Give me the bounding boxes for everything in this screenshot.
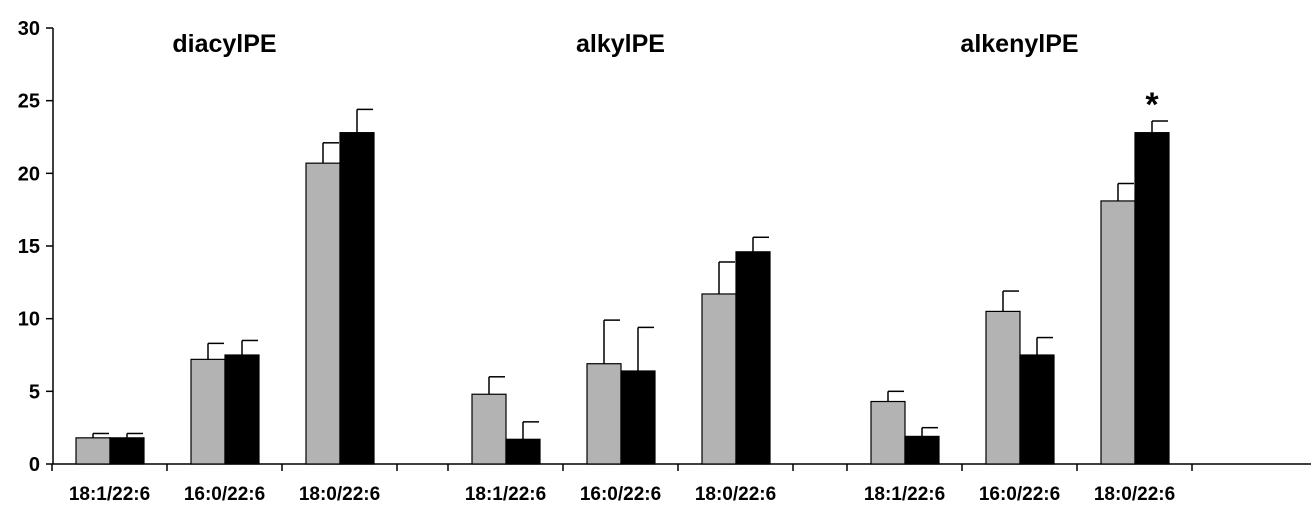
y-tick-label: 30 xyxy=(18,18,40,40)
category-label: 18:0/22:6 xyxy=(299,484,380,505)
group-titles: diacylPE alkylPE alkenylPE xyxy=(172,30,1078,58)
y-tick-label: 0 xyxy=(29,454,40,476)
category-label: 18:1/22:6 xyxy=(69,484,150,505)
bar-g0-c0-s0 xyxy=(75,437,111,465)
bar-g1-c0-s0 xyxy=(471,393,507,465)
bar-g2-c2-s0 xyxy=(1100,200,1136,465)
bar-g1-c1-s0 xyxy=(586,363,622,465)
group-title-1: alkylPE xyxy=(576,30,665,58)
bar-g0-c2-s0 xyxy=(305,162,341,465)
bar-g2-c1-s0 xyxy=(985,310,1021,465)
y-tick-label: 10 xyxy=(18,309,40,331)
bar-g2-c0-s1 xyxy=(904,435,940,465)
bar-g0-c1-s1 xyxy=(224,354,260,465)
category-label: 16:0/22:6 xyxy=(979,484,1060,505)
error-bars xyxy=(92,108,1168,440)
category-label: 18:0/22:6 xyxy=(695,484,776,505)
category-label: 18:0/22:6 xyxy=(1094,484,1175,505)
group-title-2: alkenylPE xyxy=(960,30,1078,58)
category-labels: 18:1/22:6 16:0/22:6 18:0/22:6 18:1/22:6 16:0… xyxy=(69,484,1175,505)
significance-marker: * xyxy=(1145,86,1159,124)
category-label: 16:0/22:6 xyxy=(184,484,265,505)
y-tick-label: 20 xyxy=(18,163,40,185)
bar-g1-c0-s1 xyxy=(505,438,541,465)
category-label: 18:1/22:6 xyxy=(864,484,945,505)
bar-g1-c2-s0 xyxy=(701,293,737,465)
category-label: 18:1/22:6 xyxy=(465,484,546,505)
bar-g1-c2-s1 xyxy=(735,251,771,465)
bars xyxy=(75,132,1170,465)
bar-g2-c2-s1 xyxy=(1134,132,1170,465)
group-title-0: diacylPE xyxy=(172,30,276,58)
annotations: * xyxy=(1145,86,1159,124)
y-ticks: 0 5 10 15 20 25 30 xyxy=(18,18,53,476)
bar-g2-c1-s1 xyxy=(1019,354,1055,465)
category-label: 16:0/22:6 xyxy=(580,484,661,505)
bar-g2-c0-s0 xyxy=(870,400,906,465)
y-tick-label: 25 xyxy=(18,91,40,113)
bar-g1-c1-s1 xyxy=(620,370,656,465)
bar-g0-c1-s0 xyxy=(190,358,226,465)
bar-g0-c2-s1 xyxy=(339,132,375,465)
y-tick-label: 15 xyxy=(18,236,40,258)
bar-g0-c0-s1 xyxy=(109,437,145,465)
x-ticks xyxy=(51,464,1193,471)
y-tick-label: 5 xyxy=(29,381,40,403)
